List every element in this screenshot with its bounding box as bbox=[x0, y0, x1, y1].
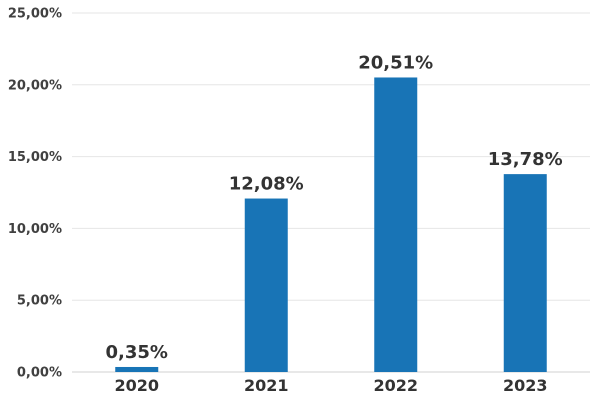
y-tick-label: 15,00% bbox=[8, 150, 62, 165]
data-label: 12,08% bbox=[229, 174, 304, 195]
y-axis: 0,00% 5,00% 10,00% 15,00% 20,00% 25,00% bbox=[8, 7, 62, 381]
y-tick-label: 20,00% bbox=[8, 78, 62, 93]
bar bbox=[374, 77, 418, 372]
bar bbox=[115, 366, 159, 372]
data-label: 20,51% bbox=[358, 52, 433, 73]
data-label: 0,35% bbox=[106, 342, 168, 363]
x-axis: 2020 2021 2022 2023 bbox=[114, 376, 547, 395]
bars bbox=[115, 77, 547, 372]
bar bbox=[244, 198, 288, 372]
y-tick-label: 0,00% bbox=[17, 366, 62, 381]
grid-layer bbox=[72, 12, 590, 373]
x-tick-label: 2023 bbox=[503, 376, 548, 395]
y-tick-label: 5,00% bbox=[17, 294, 62, 309]
data-labels: 0,35% 12,08% 20,51% 13,78% bbox=[106, 52, 563, 362]
y-tick-label: 25,00% bbox=[8, 7, 62, 22]
y-tick-label: 10,00% bbox=[8, 222, 62, 237]
data-label: 13,78% bbox=[488, 149, 563, 170]
x-tick-label: 2022 bbox=[373, 376, 418, 395]
x-tick-label: 2021 bbox=[244, 376, 289, 395]
x-tick-label: 2020 bbox=[114, 376, 159, 395]
bar bbox=[503, 174, 547, 372]
